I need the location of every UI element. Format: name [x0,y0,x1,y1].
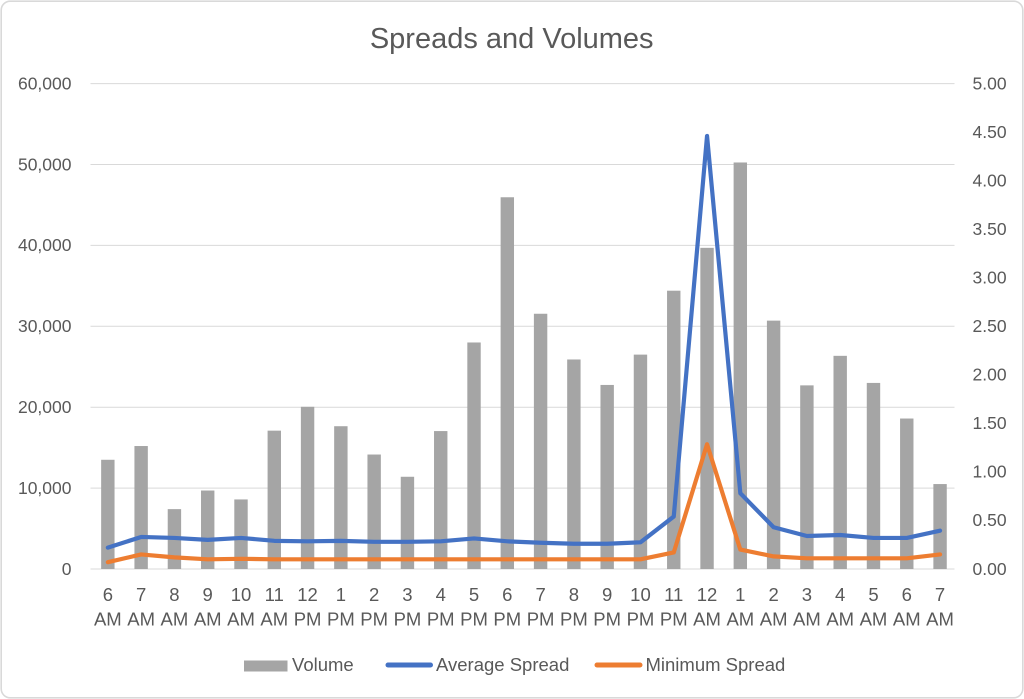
svg-text:PM: PM [660,609,688,630]
svg-text:7: 7 [935,584,945,605]
svg-text:4: 4 [436,584,446,605]
svg-text:PM: PM [493,609,521,630]
svg-text:Spreads and Volumes: Spreads and Volumes [370,23,654,55]
svg-text:PM: PM [560,609,588,630]
svg-text:PM: PM [593,609,621,630]
svg-text:0.00: 0.00 [973,559,1007,579]
svg-text:10: 10 [630,584,651,605]
svg-text:4.50: 4.50 [973,122,1007,142]
svg-text:9: 9 [602,584,612,605]
svg-text:30,000: 30,000 [18,316,72,336]
svg-text:AM: AM [860,609,888,630]
svg-text:AM: AM [793,609,821,630]
svg-text:6: 6 [502,584,512,605]
svg-text:4.00: 4.00 [973,170,1007,190]
svg-text:5.00: 5.00 [973,73,1007,93]
svg-text:AM: AM [926,609,954,630]
svg-text:9: 9 [203,584,213,605]
svg-text:AM: AM [260,609,288,630]
svg-text:3.50: 3.50 [973,219,1007,239]
svg-text:4: 4 [835,584,845,605]
svg-text:AM: AM [760,609,788,630]
svg-text:5: 5 [469,584,479,605]
svg-text:AM: AM [127,609,155,630]
svg-text:7: 7 [136,584,146,605]
svg-text:12: 12 [697,584,718,605]
svg-text:11: 11 [664,584,683,605]
svg-text:AM: AM [893,609,921,630]
svg-text:AM: AM [227,609,255,630]
svg-text:AM: AM [726,609,754,630]
svg-text:Volume: Volume [292,654,354,675]
svg-text:AM: AM [161,609,189,630]
svg-text:1: 1 [735,584,745,605]
svg-text:11: 11 [265,584,284,605]
svg-text:3: 3 [802,584,812,605]
svg-text:50,000: 50,000 [18,154,72,174]
svg-text:PM: PM [627,609,655,630]
svg-text:Average Spread: Average Spread [436,654,569,675]
svg-text:20,000: 20,000 [18,397,72,417]
svg-text:2: 2 [369,584,379,605]
svg-text:8: 8 [169,584,179,605]
svg-text:PM: PM [394,609,422,630]
svg-text:10,000: 10,000 [18,478,72,498]
svg-text:12: 12 [297,584,318,605]
svg-text:PM: PM [427,609,455,630]
svg-text:3: 3 [402,584,412,605]
svg-text:PM: PM [527,609,555,630]
svg-text:1.50: 1.50 [973,413,1007,433]
svg-text:AM: AM [826,609,854,630]
svg-text:1: 1 [336,584,346,605]
svg-text:1.00: 1.00 [973,462,1007,482]
svg-text:AM: AM [194,609,222,630]
svg-text:6: 6 [103,584,113,605]
svg-text:Minimum Spread: Minimum Spread [646,654,786,675]
svg-text:PM: PM [294,609,322,630]
svg-text:0: 0 [62,559,72,579]
svg-text:AM: AM [94,609,122,630]
svg-text:6: 6 [902,584,912,605]
svg-text:PM: PM [460,609,488,630]
svg-text:AM: AM [693,609,721,630]
svg-text:PM: PM [327,609,355,630]
svg-text:60,000: 60,000 [18,73,72,93]
svg-text:2.00: 2.00 [973,365,1007,385]
svg-text:40,000: 40,000 [18,235,72,255]
svg-text:3.00: 3.00 [973,268,1007,288]
svg-text:10: 10 [231,584,252,605]
svg-text:5: 5 [868,584,878,605]
svg-text:0.50: 0.50 [973,510,1007,530]
svg-text:2: 2 [768,584,778,605]
svg-text:2.50: 2.50 [973,316,1007,336]
svg-text:8: 8 [569,584,579,605]
svg-text:7: 7 [535,584,545,605]
svg-text:PM: PM [360,609,388,630]
